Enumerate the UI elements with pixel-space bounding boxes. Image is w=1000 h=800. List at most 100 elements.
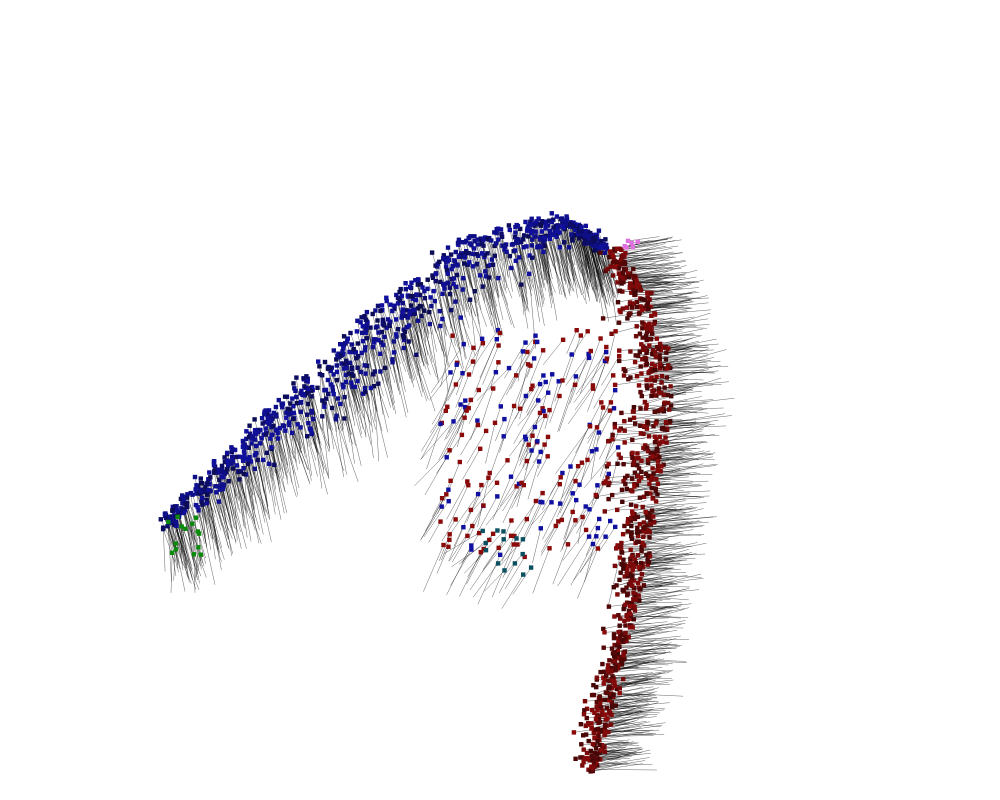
direction-vector [506,375,517,396]
data-point [600,316,606,321]
data-point [533,229,538,234]
data-point [597,750,602,755]
data-point [407,312,412,317]
direction-vector [622,659,688,663]
direction-vector [649,534,705,538]
data-point [326,391,331,397]
data-point [387,319,393,324]
direction-vector [576,509,590,534]
data-point [291,410,296,416]
data-point [497,330,503,336]
data-point [438,279,443,285]
data-point [281,423,287,429]
data-point [222,470,227,475]
direction-vector [380,353,394,411]
direction-vector [501,535,515,562]
data-point [542,442,547,447]
direction-vector [504,342,526,379]
data-point [439,504,444,509]
data-point [564,214,569,219]
data-point [173,541,178,546]
data-point [620,562,625,567]
data-point [470,251,475,257]
data-point [384,298,389,304]
direction-vector [409,310,426,364]
data-point [645,295,650,300]
data-point [626,312,631,318]
data-point [620,587,625,593]
direction-vector [170,552,173,593]
direction-vector [599,248,615,307]
data-point [237,477,242,482]
data-point [530,237,535,242]
data-point [384,325,389,330]
data-point [341,342,347,347]
direction-vector [650,306,691,309]
direction-vector [238,471,252,542]
direction-vector [597,408,615,442]
data-point [625,517,631,522]
direction-vector [516,239,533,291]
data-point [342,416,347,421]
data-point [241,471,247,477]
direction-vector [632,237,673,248]
data-point [588,748,593,754]
data-point [370,311,375,317]
data-point [644,337,649,343]
direction-vector [636,282,700,283]
direction-vector [498,351,528,405]
direction-vector [624,256,676,263]
data-point [526,223,531,229]
data-point [649,313,654,318]
data-point [451,419,456,424]
data-point [512,561,518,566]
direction-vector [420,494,447,540]
data-point [628,547,633,552]
data-point [174,523,179,528]
direction-vector [267,421,281,492]
data-point [479,251,485,256]
direction-vector [499,563,516,594]
data-point [525,362,531,367]
data-point [306,421,311,426]
direction-vector [248,460,270,520]
data-point [635,525,640,530]
data-point [482,235,488,240]
direction-vector [544,238,553,304]
direction-vector [653,465,717,474]
direction-vector [403,329,413,361]
data-point [194,491,199,496]
data-point [496,545,501,550]
data-point [616,641,621,646]
data-point [417,303,422,309]
data-point [634,299,640,305]
direction-vector [654,516,717,523]
data-point [616,452,621,457]
data-point [364,309,370,315]
data-point [612,382,618,388]
data-point [398,286,403,292]
direction-vector [605,709,665,715]
data-point [630,509,635,514]
direction-vector [317,387,331,431]
data-point [615,592,620,597]
direction-vector [343,387,355,464]
data-point [650,368,655,373]
data-point [630,568,635,573]
data-point [494,230,499,236]
data-point [630,284,635,290]
data-point [614,583,619,588]
direction-vector [605,430,620,460]
data-point [600,661,605,667]
direction-vector [624,240,659,247]
direction-vector [400,289,420,352]
data-point [466,372,472,377]
data-point [547,546,552,551]
data-point [612,563,618,569]
direction-vector [494,255,505,290]
data-point [618,275,623,280]
data-point [234,454,239,460]
direction-vector [289,414,294,441]
data-point [360,338,366,344]
data-point [260,421,265,426]
